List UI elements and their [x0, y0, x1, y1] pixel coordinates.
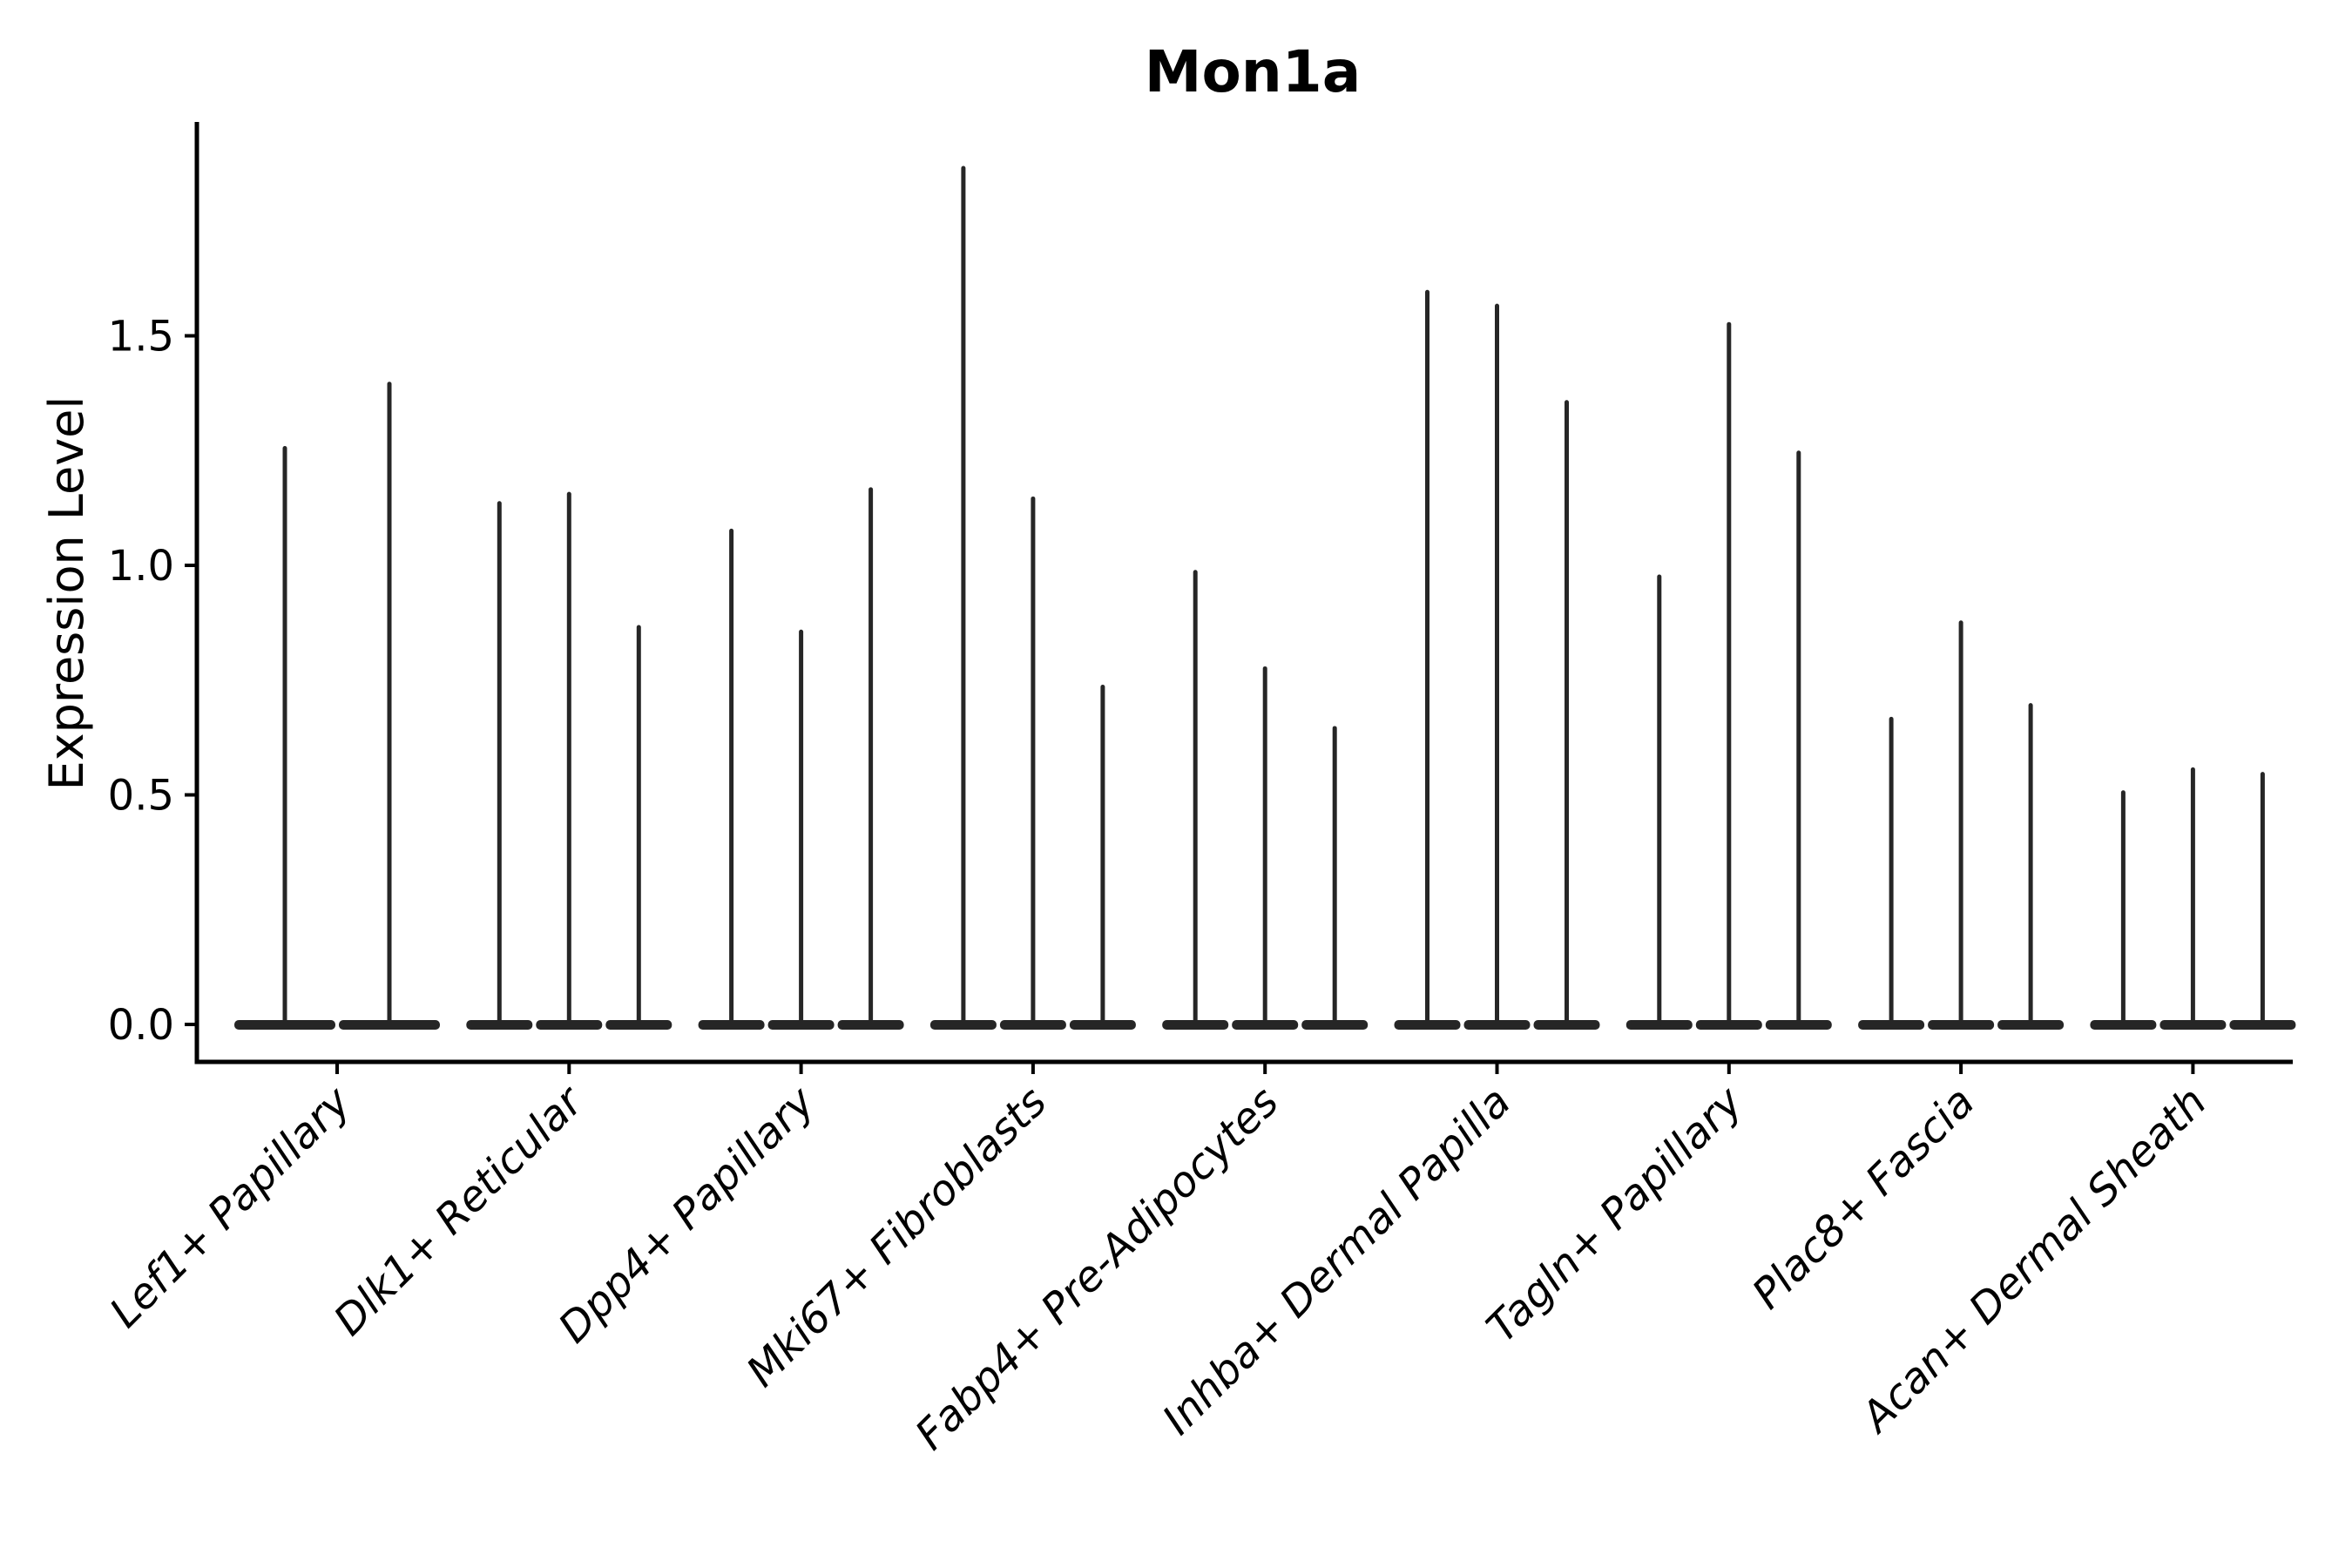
chart-title: Mon1a — [1145, 38, 1361, 105]
y-tick-label: 0.5 — [108, 772, 174, 821]
y-tick-label: 0.0 — [108, 1001, 174, 1050]
y-tick-label: 1.0 — [108, 542, 174, 591]
y-axis-title: Expression Level — [39, 396, 94, 791]
y-tick-label: 1.5 — [108, 313, 174, 362]
y-axis: 0.0 0.5 1.0 1.5 — [108, 313, 197, 1050]
